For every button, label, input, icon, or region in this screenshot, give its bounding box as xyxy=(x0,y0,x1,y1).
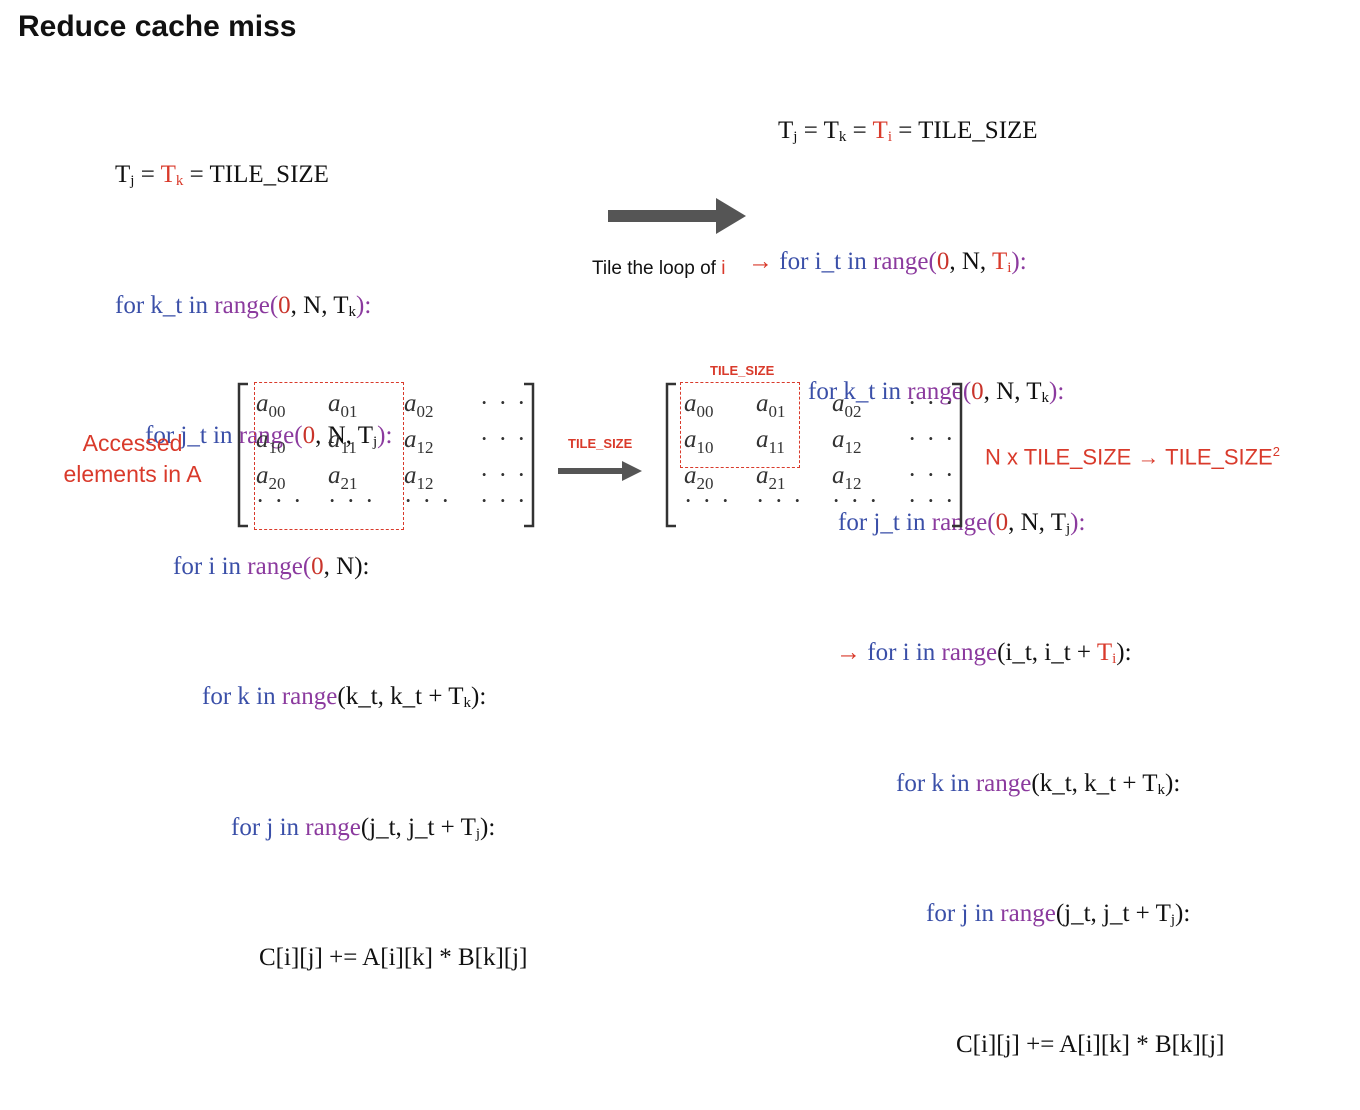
transform-caption: Tile the loop of i xyxy=(592,258,726,279)
tile-size-top-label: TILE_SIZE xyxy=(710,363,775,378)
code-line-k-loop: for k in range(k_t, k_t + Tk): xyxy=(896,769,1181,798)
left-bracket-icon xyxy=(237,382,248,528)
access-reduction-label: N x TILE_SIZE → TILE_SIZE2 xyxy=(985,444,1280,470)
matrix-arrow-label: TILE_SIZE xyxy=(568,436,633,451)
tile-region-highlight xyxy=(680,382,800,468)
accessed-elements-label: Accessed elements in A xyxy=(63,430,202,487)
original-loop-code: Tj = Tk = TILE_SIZE for k_t in range(0, … xyxy=(115,66,527,1023)
code-line-body: C[i][j] += A[i][k] * B[k][j] xyxy=(956,1030,1225,1058)
change-marker-icon: → xyxy=(748,247,780,275)
accessed-region-highlight xyxy=(254,382,404,530)
transform-arrow-icon xyxy=(608,198,746,234)
right-bracket-icon xyxy=(952,382,963,528)
code-line-tile-def: Tj = Tk = Ti = TILE_SIZE xyxy=(778,117,1038,145)
tiled-loop-code: Tj = Tk = Ti = TILE_SIZE → for i_t in ra… xyxy=(748,22,1224,1110)
code-line-jt-loop: for j_t in range(0, N, Tj): xyxy=(838,508,1086,537)
code-line-i-loop: for i in range(0, N): xyxy=(173,552,370,580)
code-line-k-loop: for k in range(k_t, k_t + Tk): xyxy=(202,683,487,711)
code-line-it-loop: → for i_t in range(0, N, Ti): xyxy=(748,247,1027,276)
code-line-j-loop: for j in range(j_t, j_t + Tj): xyxy=(926,900,1191,928)
matrix-a-before: a00 a01 a02 · · · a10 a11 a12 · · · a20 … xyxy=(236,382,536,530)
change-marker-icon: → xyxy=(836,639,868,666)
slide-title: Reduce cache miss xyxy=(18,10,297,43)
code-line-jt-loop: for j_t in range(0, N, Tj): xyxy=(145,422,393,450)
code-line-kt-loop: for k_t in range(0, N, Tk): xyxy=(808,378,1065,406)
left-bracket-icon xyxy=(665,382,676,528)
right-bracket-icon xyxy=(524,382,535,528)
matrix-transform-arrow-icon xyxy=(558,461,642,481)
code-line-tile-def: Tj = Tk = TILE_SIZE xyxy=(115,161,329,189)
matrix-a-after: a00 a01 a02 · · · a10 a11 a12 · · · a20 … xyxy=(664,382,964,528)
code-line-body: C[i][j] += A[i][k] * B[k][j] xyxy=(259,944,528,971)
code-line-j-loop: for j in range(j_t, j_t + Tj): xyxy=(231,813,496,842)
code-line-kt-loop: for k_t in range(0, N, Tk): xyxy=(115,291,372,320)
code-line-i-loop: → for i in range(i_t, i_t + Ti): xyxy=(836,639,1132,667)
